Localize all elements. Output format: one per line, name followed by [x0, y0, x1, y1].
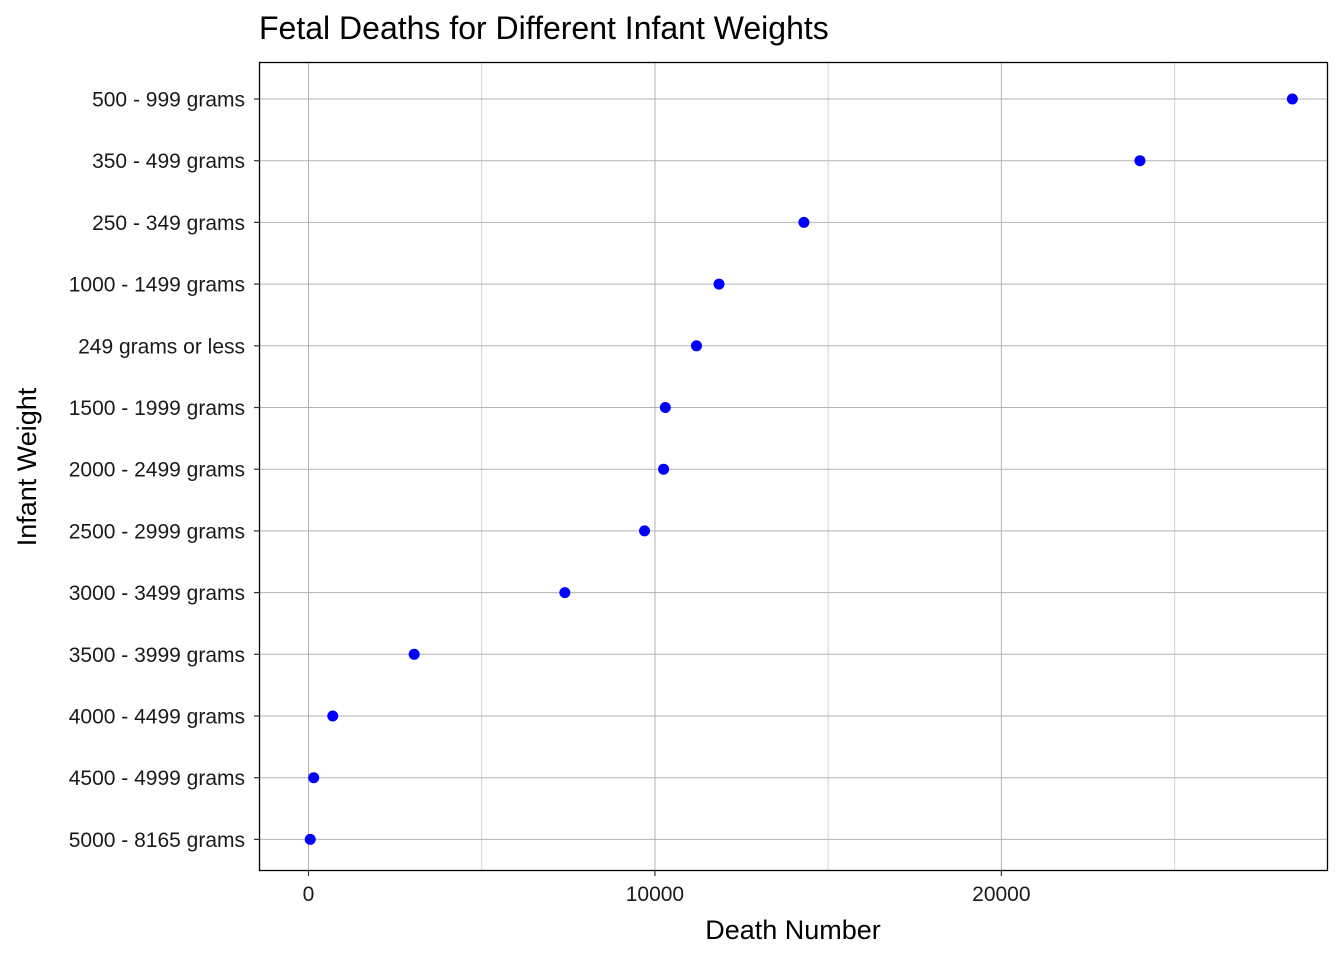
y-tick-label: 5000 - 8165 grams	[69, 829, 245, 852]
data-point	[691, 340, 702, 352]
y-tick-label: 1000 - 1499 grams	[69, 274, 245, 297]
data-point	[327, 710, 339, 722]
data-point	[639, 525, 651, 537]
data-point	[1134, 155, 1146, 167]
data-point	[559, 587, 571, 599]
data-points	[304, 93, 1298, 845]
x-axis-title: Death Number	[705, 915, 881, 945]
grid	[260, 63, 1327, 870]
y-tick-label: 2500 - 2999 grams	[69, 520, 245, 543]
y-tick-label: 4500 - 4999 grams	[69, 767, 245, 790]
data-point	[659, 402, 671, 413]
x-tick-label: 20000	[972, 883, 1030, 906]
y-tick-label: 2000 - 2499 grams	[69, 459, 245, 482]
y-tick-label: 1500 - 1999 grams	[69, 397, 245, 420]
chart-title: Fetal Deaths for Different Infant Weight…	[259, 10, 829, 46]
y-axis-title: Infant Weight	[12, 387, 42, 546]
y-axis-ticks: 500 - 999 grams 350 - 499 grams 250 - 349 …	[69, 89, 260, 852]
data-point	[1286, 93, 1298, 105]
y-tick-label: 250 - 349 grams	[92, 212, 245, 235]
data-point	[713, 278, 725, 290]
x-axis-ticks: 0 10000 20000	[303, 870, 1031, 906]
data-point	[798, 216, 810, 228]
y-tick-label: 3000 - 3499 grams	[69, 582, 245, 605]
plot-panel-border	[258, 61, 1329, 872]
data-point	[658, 463, 670, 475]
data-point	[308, 772, 320, 784]
x-tick-label: 10000	[626, 883, 684, 906]
y-tick-label: 500 - 999 grams	[92, 89, 245, 112]
data-point	[304, 833, 316, 845]
y-tick-label: 4000 - 4499 grams	[69, 706, 245, 729]
y-tick-label: 350 - 499 grams	[92, 150, 245, 173]
y-tick-label: 249 grams or less	[78, 335, 245, 358]
data-point	[408, 648, 420, 660]
x-tick-label: 0	[303, 883, 315, 906]
y-tick-label: 3500 - 3999 grams	[69, 644, 245, 667]
